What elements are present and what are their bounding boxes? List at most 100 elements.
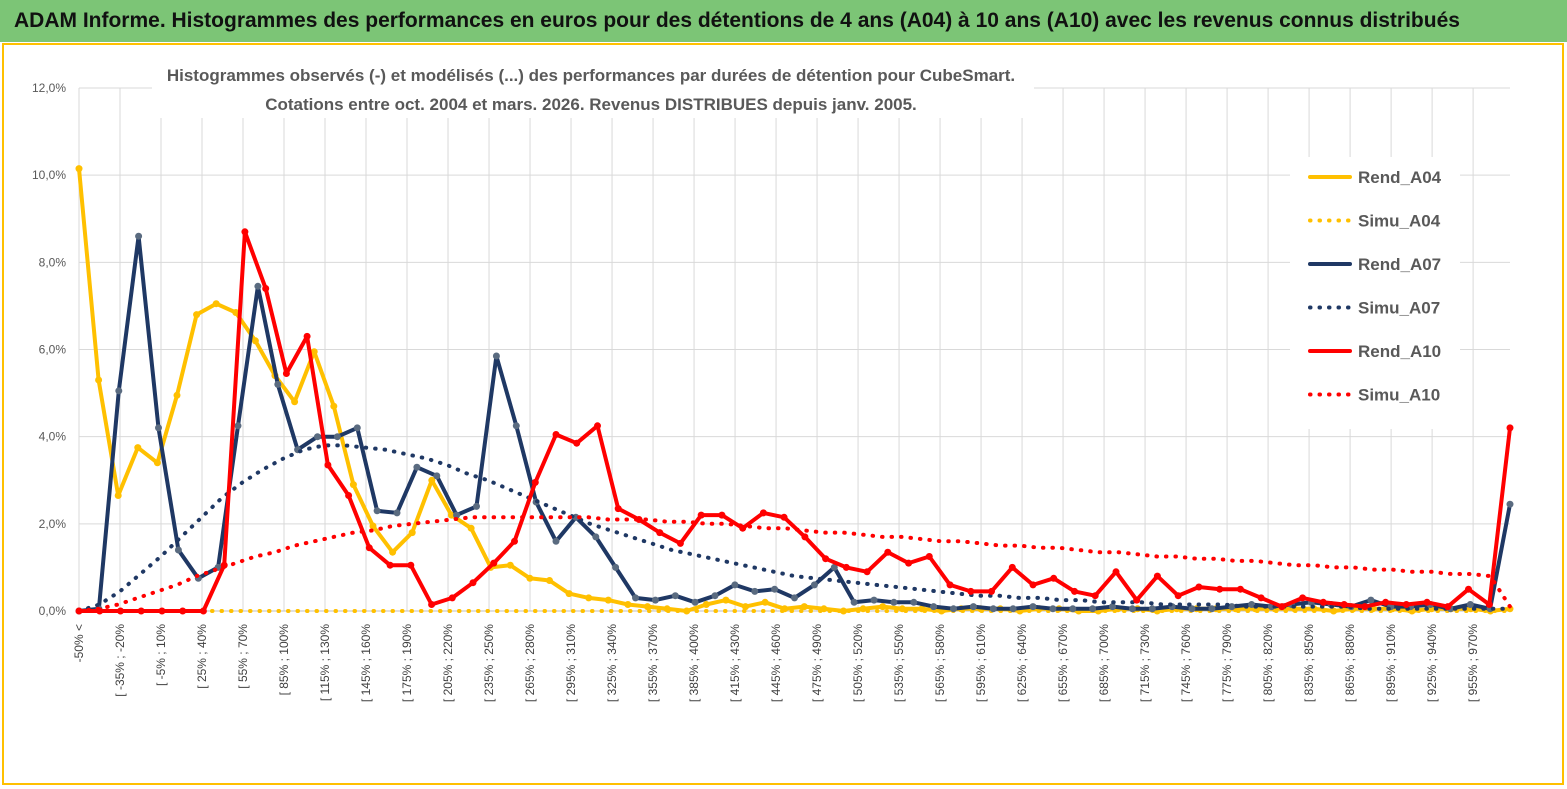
data-point-rend-a04 <box>75 165 83 173</box>
data-point-rend-a10 <box>1423 598 1431 606</box>
data-point-rend-a10 <box>1402 601 1410 608</box>
data-point-rend-a07 <box>612 563 620 571</box>
data-point-rend-a04 <box>193 311 201 319</box>
x-axis: -50% < [ -35% ; -20% [ -5% ; 10% [ 25% ; 40… <box>72 610 1510 702</box>
x-tick-label: [ 415% ; 430% <box>728 624 742 702</box>
data-point-rend-a07 <box>1506 500 1514 508</box>
data-point-rend-a10 <box>925 553 933 560</box>
data-point-rend-a07 <box>254 282 262 290</box>
x-tick-label: [ 865% ; 880% <box>1343 624 1357 702</box>
data-point-rend-a10 <box>801 533 809 541</box>
x-tick-label: [ 625% ; 640% <box>1015 624 1029 702</box>
data-point-rend-a04 <box>722 596 730 604</box>
data-point-rend-a07 <box>751 587 759 595</box>
data-point-rend-a07 <box>1248 601 1256 608</box>
data-point-rend-a10 <box>1257 594 1265 602</box>
data-point-rend-a10 <box>1299 594 1307 602</box>
data-point-rend-a10 <box>1029 581 1037 589</box>
x-tick-label: [ 505% ; 520% <box>851 624 865 702</box>
data-point-rend-a07 <box>910 598 918 606</box>
data-point-rend-a04 <box>212 300 220 308</box>
x-tick-label: [ 55% ; 70% <box>236 624 250 689</box>
data-point-rend-a07 <box>1208 605 1216 613</box>
data-point-rend-a10 <box>697 511 705 519</box>
x-tick-label: [ 685% ; 700% <box>1097 624 1111 702</box>
data-point-rend-a04 <box>330 402 338 410</box>
data-point-rend-a07 <box>969 603 977 611</box>
data-point-rend-a07 <box>314 433 321 441</box>
data-point-rend-a04 <box>879 603 887 611</box>
y-tick-label: 0,0% <box>39 604 67 618</box>
histogram-chart: 0,0% 2,0% 4,0% 6,0% 8,0% 10,0% 12,0% -50% < [ -… <box>2 43 1564 785</box>
data-point-rend-a04 <box>742 603 749 611</box>
data-point-rend-a04 <box>761 598 769 606</box>
data-point-rend-a07 <box>632 594 639 602</box>
data-point-rend-a10 <box>1008 563 1016 571</box>
data-point-rend-a10 <box>117 607 124 615</box>
data-point-rend-a07 <box>830 563 838 571</box>
data-point-rend-a10 <box>1506 424 1514 432</box>
data-point-rend-a07 <box>1009 605 1017 613</box>
data-point-rend-a10 <box>282 370 290 377</box>
data-point-rend-a07 <box>771 585 779 593</box>
legend-label-simu-a07: Simu_A07 <box>1358 299 1440 318</box>
data-point-rend-a07 <box>413 463 421 471</box>
legend-label-rend-a07: Rend_A07 <box>1358 255 1441 274</box>
chart-title-line-1: Histogrammes observés (-) et modélisés (… <box>167 66 1015 85</box>
data-point-rend-a10 <box>1133 596 1141 604</box>
data-point-rend-a07 <box>791 594 798 602</box>
data-point-rend-a10 <box>345 492 353 499</box>
data-point-rend-a10 <box>158 607 166 615</box>
data-point-rend-a04 <box>95 376 103 384</box>
data-point-rend-a10 <box>1216 585 1224 593</box>
data-point-rend-a04 <box>153 459 161 467</box>
data-point-rend-a04 <box>702 601 710 608</box>
data-point-rend-a10 <box>1444 603 1452 611</box>
data-point-rend-a10 <box>365 544 373 552</box>
data-point-rend-a10 <box>1340 601 1348 608</box>
data-point-rend-a07 <box>1069 605 1077 613</box>
data-point-rend-a10 <box>1236 585 1244 593</box>
data-point-rend-a07 <box>512 422 520 430</box>
x-tick-label: [ 265% ; 280% <box>523 624 537 702</box>
data-point-rend-a07 <box>930 603 938 611</box>
data-point-rend-a07 <box>1148 605 1156 613</box>
data-point-rend-a10 <box>1174 592 1182 600</box>
data-point-rend-a07 <box>1128 605 1136 613</box>
data-point-rend-a04 <box>467 524 475 532</box>
x-tick-label: [ 235% ; 250% <box>482 624 496 702</box>
series-line-rend-a10 <box>77 229 1512 613</box>
data-point-rend-a10 <box>863 568 871 576</box>
data-point-rend-a10 <box>594 422 601 430</box>
data-point-rend-a10 <box>946 581 954 589</box>
data-point-rend-a07 <box>1367 596 1375 604</box>
data-point-rend-a04 <box>604 596 612 604</box>
x-tick-label: [ 715% ; 730% <box>1138 624 1152 702</box>
data-point-rend-a07 <box>810 581 818 589</box>
x-tick-label: [ 85% ; 100% <box>277 624 291 696</box>
data-point-rend-a10 <box>718 511 726 519</box>
data-point-rend-a10 <box>988 587 995 595</box>
y-tick-label: 8,0% <box>39 255 67 269</box>
data-point-rend-a10 <box>1153 572 1161 580</box>
data-point-rend-a07 <box>274 380 282 388</box>
series-group <box>75 165 1514 615</box>
x-tick-label: [ -5% ; 10% <box>154 624 168 686</box>
data-point-rend-a07 <box>1049 605 1057 613</box>
legend-label-rend-a10: Rend_A10 <box>1358 342 1441 361</box>
x-tick-label: [ 385% ; 400% <box>687 624 701 702</box>
data-point-rend-a10 <box>469 579 477 587</box>
data-point-rend-a07 <box>870 596 878 604</box>
data-point-rend-a07 <box>1228 603 1236 611</box>
y-tick-label: 4,0% <box>39 430 67 444</box>
data-point-rend-a04 <box>800 603 808 611</box>
data-point-rend-a04 <box>251 337 259 345</box>
data-point-rend-a04 <box>546 577 553 584</box>
data-point-rend-a07 <box>333 433 341 441</box>
x-tick-label: [ 835% ; 850% <box>1302 624 1316 702</box>
data-point-rend-a10 <box>511 537 518 545</box>
data-point-rend-a04 <box>644 603 651 611</box>
x-tick-label: [ 595% ; 610% <box>974 624 988 702</box>
data-point-rend-a10 <box>1195 583 1203 591</box>
data-point-rend-a04 <box>369 522 377 530</box>
